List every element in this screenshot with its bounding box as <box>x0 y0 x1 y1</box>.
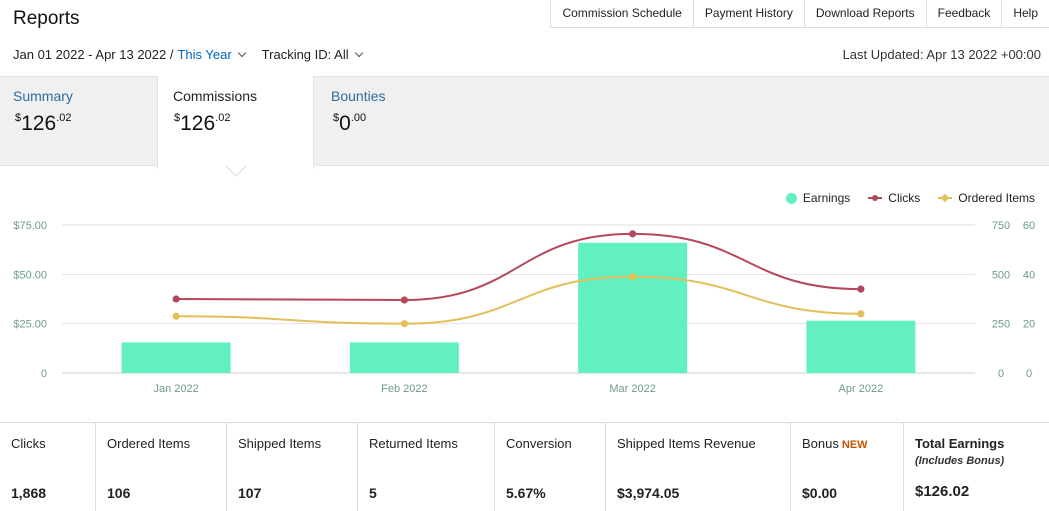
clicks-line <box>176 232 861 301</box>
active-tab-pointer <box>225 165 247 177</box>
tracking-id-label: Tracking ID: All <box>261 47 349 62</box>
stat-shipped-revenue: Shipped Items Revenue $3,974.05 <box>606 423 791 511</box>
help-link[interactable]: Help <box>1001 0 1049 28</box>
chevron-down-icon <box>237 48 246 58</box>
y-axis-left-tick: 0 <box>41 368 47 380</box>
y-axis-right-items-tick: 60 <box>1023 220 1035 232</box>
legend-earnings-label: Earnings <box>802 191 851 205</box>
legend-ordered-items-label: Ordered Items <box>958 191 1035 205</box>
x-axis-tick: Feb 2022 <box>381 383 427 395</box>
stat-value: $0.00 <box>802 485 838 501</box>
earnings-chart: 0 0 0 $25.00 250 20 $50.00 500 40 $75.00 750 60 Jan … <box>13 220 1035 395</box>
stat-shipped-items: Shipped Items 107 <box>227 423 358 511</box>
stat-total-earnings: Total Earnings (Includes Bonus) $126.02 <box>904 423 1049 511</box>
ordered-items-point <box>172 312 180 320</box>
y-axis-right-clicks-tick: 250 <box>992 319 1010 331</box>
clicks-swatch <box>868 195 883 201</box>
legend-clicks-label: Clicks <box>888 191 921 205</box>
stat-value: 106 <box>107 485 131 501</box>
ordered-items-point <box>629 273 637 281</box>
tab-commissions[interactable]: Commissions $126.02 <box>157 76 314 169</box>
earnings-swatch <box>785 192 797 204</box>
stat-clicks: Clicks 1,868 <box>0 423 96 511</box>
stat-label: Shipped Items Revenue <box>617 436 756 451</box>
y-axis-right-items-tick: 0 <box>1026 368 1032 380</box>
stat-label: Shipped Items <box>238 436 322 451</box>
ordered-items-point <box>400 320 408 328</box>
stat-value: $126.02 <box>915 483 970 500</box>
stat-conversion: Conversion 5.67% <box>495 423 606 511</box>
stat-label: Conversion <box>506 436 572 451</box>
earnings-bar <box>578 242 688 373</box>
earnings-bar <box>349 342 459 373</box>
stat-ordered-items: Ordered Items 106 <box>96 423 227 511</box>
y-axis-right-clicks-tick: 0 <box>998 368 1004 380</box>
period-dropdown[interactable]: This Year <box>177 47 246 62</box>
stat-label: Returned Items <box>369 436 458 451</box>
date-range-text: Jan 01 2022 - Apr 13 2022 / <box>13 47 174 62</box>
y-axis-right-clicks-tick: 750 <box>992 220 1010 232</box>
clicks-point <box>857 285 865 293</box>
stat-label: Clicks <box>11 436 46 451</box>
stat-value: 1,868 <box>11 485 47 501</box>
earnings-bar <box>121 342 231 373</box>
ordered-items-point <box>857 310 865 318</box>
page-title: Reports <box>13 8 80 29</box>
x-axis-tick: Jan 2022 <box>153 383 198 395</box>
last-updated-text: Last Updated: Apr 13 2022 +00:00 <box>842 47 1041 62</box>
commissions-amount: $126.02 <box>174 112 231 135</box>
period-label: This Year <box>177 47 232 62</box>
stat-label: Bonus NEW <box>802 436 868 451</box>
y-axis-right-items-tick: 40 <box>1023 269 1035 281</box>
chevron-down-icon <box>354 48 363 58</box>
stat-bonus: Bonus NEW $0.00 <box>791 423 904 511</box>
stat-sublabel: (Includes Bonus) <box>915 455 1005 467</box>
clicks-point <box>172 295 180 303</box>
y-axis-left-tick: $25.00 <box>13 319 47 331</box>
stats-bar: Clicks 1,868 Ordered Items 106 Shipped I… <box>0 422 1049 511</box>
top-nav: Commission Schedule Payment History Down… <box>550 0 1049 28</box>
legend-clicks[interactable]: Clicks <box>868 191 920 205</box>
bounties-amount: $0.00 <box>333 112 367 135</box>
stat-label: Total Earnings <box>915 436 1005 451</box>
stat-value: 107 <box>238 485 262 501</box>
clicks-point <box>629 230 637 238</box>
filter-bar: Jan 01 2022 - Apr 13 2022 / This Year Tr… <box>13 47 363 62</box>
stat-value: 5 <box>369 485 377 501</box>
x-axis-tick: Apr 2022 <box>839 383 884 395</box>
stat-value: $3,974.05 <box>617 485 680 501</box>
tab-summary-label: Summary <box>13 88 73 104</box>
stat-label: Ordered Items <box>107 436 191 451</box>
y-axis-right-clicks-tick: 500 <box>992 269 1010 281</box>
x-axis-tick: Mar 2022 <box>609 383 655 395</box>
clicks-point <box>400 296 408 304</box>
tab-bounties-label: Bounties <box>331 88 386 104</box>
tab-commissions-label: Commissions <box>173 88 258 104</box>
commission-schedule-link[interactable]: Commission Schedule <box>550 0 693 28</box>
legend-ordered-items[interactable]: Ordered Items <box>938 191 1035 205</box>
download-reports-link[interactable]: Download Reports <box>803 0 926 28</box>
earnings-bar <box>806 320 916 373</box>
stat-returned-items: Returned Items 5 <box>358 423 495 511</box>
new-badge: NEW <box>841 439 868 451</box>
ordered-items-swatch <box>938 197 953 199</box>
y-axis-right-items-tick: 20 <box>1023 319 1035 331</box>
feedback-link[interactable]: Feedback <box>925 0 1002 28</box>
chart-legend: Earnings Clicks Ordered Items <box>768 191 1035 205</box>
stat-value: 5.67% <box>506 485 546 501</box>
tracking-id-dropdown[interactable]: Tracking ID: All <box>261 47 363 62</box>
y-axis-left-tick: $50.00 <box>13 269 47 281</box>
y-axis-left-tick: $75.00 <box>13 220 47 232</box>
ordered-items-line <box>176 275 861 325</box>
payment-history-link[interactable]: Payment History <box>692 0 804 28</box>
legend-earnings[interactable]: Earnings <box>785 191 851 205</box>
summary-amount: $126.02 <box>15 112 72 135</box>
